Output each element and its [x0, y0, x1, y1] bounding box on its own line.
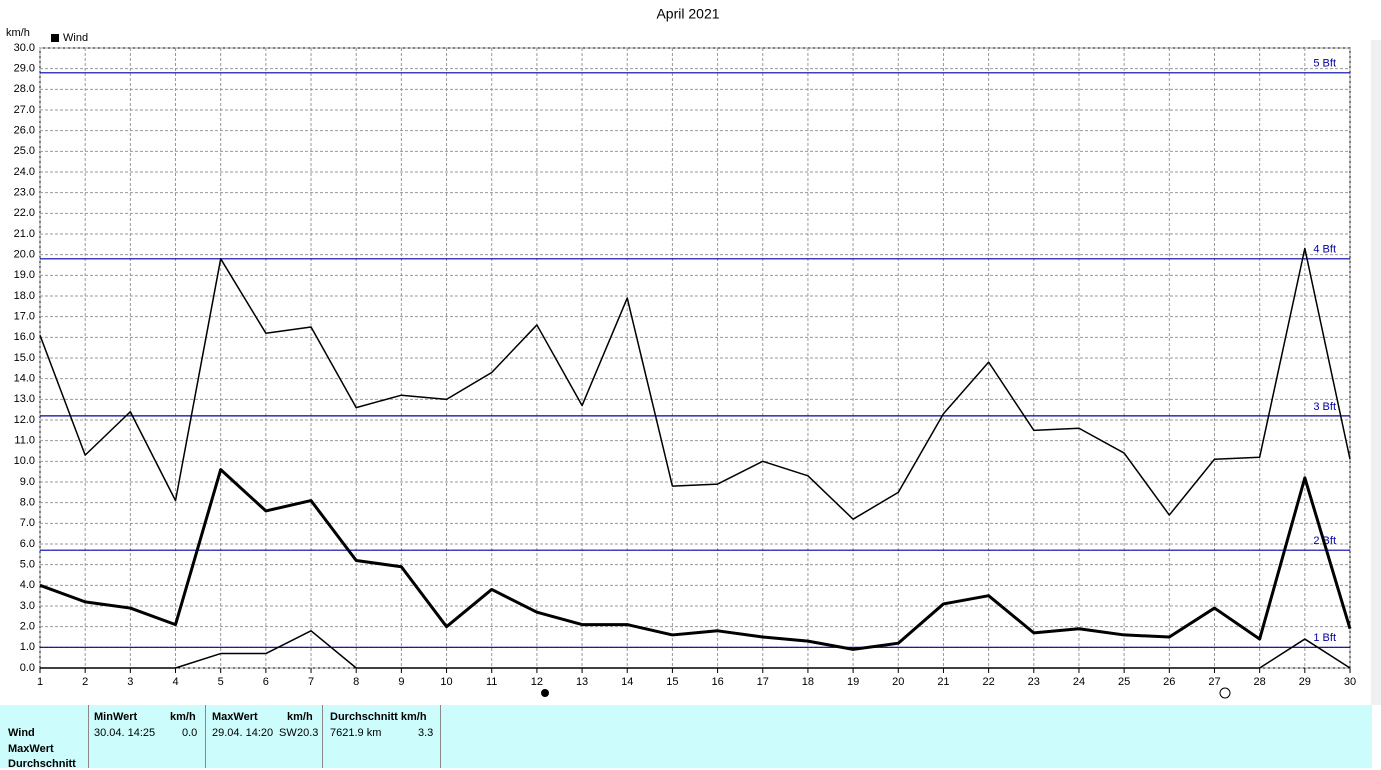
y-tick-label: 15.0: [14, 352, 35, 364]
x-tick-label: 7: [308, 676, 314, 688]
y-tick-label: 30.0: [14, 42, 35, 54]
y-tick-label: 23.0: [14, 187, 35, 199]
x-tick-label: 17: [757, 676, 769, 688]
reference-label: 4 Bft: [1313, 244, 1336, 256]
x-tick-label: 5: [218, 676, 224, 688]
legend-label: Wind: [63, 32, 88, 44]
full-moon-icon: [1219, 687, 1231, 699]
y-tick-label: 3.0: [20, 600, 35, 612]
max-direction: SW: [279, 727, 297, 739]
y-tick-label: 16.0: [14, 331, 35, 343]
x-tick-label: 27: [1208, 676, 1220, 688]
y-tick-label: 19.0: [14, 269, 35, 281]
reference-label: 5 Bft: [1313, 58, 1336, 70]
x-tick-label: 28: [1254, 676, 1266, 688]
max-header: MaxWert: [212, 711, 258, 723]
row-label: Durchschnitt: [8, 758, 76, 770]
x-tick-label: 15: [666, 676, 678, 688]
row-label: Wind: [8, 727, 35, 739]
y-tick-label: 18.0: [14, 290, 35, 302]
y-tick-label: 21.0: [14, 228, 35, 240]
max-value: 20.3: [297, 727, 319, 739]
y-tick-label: 4.0: [20, 579, 35, 591]
x-tick-label: 9: [398, 676, 404, 688]
max-unit: km/h: [287, 711, 313, 723]
x-tick-label: 26: [1163, 676, 1175, 688]
side-panel: [1371, 40, 1381, 705]
y-tick-label: 29.0: [14, 63, 35, 75]
x-tick-label: 23: [1028, 676, 1040, 688]
x-tick-label: 2: [82, 676, 88, 688]
series-line: [39, 247, 1351, 520]
x-tick-label: 12: [531, 676, 543, 688]
reference-label: 1 Bft: [1313, 632, 1336, 644]
y-tick-label: 24.0: [14, 166, 35, 178]
y-tick-label: 26.0: [14, 125, 35, 137]
x-tick-label: 29: [1299, 676, 1311, 688]
chart: April 2021 km/h Wind 0.0 1.0 2.0 3.0 4.0 5.0 6…: [6, 6, 1381, 705]
x-tick-label: 11: [486, 676, 497, 688]
x-tick-label: 13: [576, 676, 588, 688]
x-tick-label: 22: [982, 676, 994, 688]
x-tick-label: 19: [847, 676, 859, 688]
y-tick-label: 20.0: [14, 249, 35, 261]
y-tick-label: 13.0: [14, 393, 35, 405]
y-tick-label: 27.0: [14, 104, 35, 116]
stats-panel: Wind MaxWert Durchschnitt MinWert km/h 3…: [0, 705, 1372, 770]
avg-distance: 7621.9 km: [330, 727, 382, 739]
y-tick-label: 25.0: [14, 145, 35, 157]
separator: [205, 705, 206, 768]
x-tick-label: 14: [621, 676, 633, 688]
y-tick-label: 1.0: [20, 641, 35, 653]
y-tick-label: 7.0: [20, 517, 35, 529]
y-tick-label: 6.0: [20, 538, 35, 550]
x-tick-label: 10: [440, 676, 452, 688]
x-tick-label: 20: [892, 676, 904, 688]
avg-value: 3.3: [418, 727, 434, 739]
y-tick-label: 11.0: [14, 435, 35, 447]
x-tick-label: 6: [263, 676, 269, 688]
x-tick-label: 1: [37, 676, 43, 688]
y-tick-label: 28.0: [14, 83, 35, 95]
y-tick-label: 9.0: [20, 476, 35, 488]
reference-label: 3 Bft: [1313, 401, 1336, 413]
x-tick-label: 18: [802, 676, 814, 688]
y-tick-label: 0.0: [20, 662, 35, 674]
avg-header: Durchschnitt km/h: [330, 711, 427, 723]
y-tick-label: 2.0: [20, 621, 35, 633]
min-time: 30.04. 14:25: [94, 727, 156, 739]
x-tick-label: 3: [127, 676, 133, 688]
y-tick-label: 8.0: [20, 497, 35, 509]
x-tick-label: 24: [1073, 676, 1085, 688]
legend-swatch: [51, 34, 59, 42]
min-unit: km/h: [170, 711, 196, 723]
min-header: MinWert: [94, 711, 138, 723]
x-tick-label: 8: [353, 676, 359, 688]
x-tick-label: 25: [1118, 676, 1130, 688]
x-tick-label: 21: [937, 676, 949, 688]
y-unit: km/h: [6, 27, 30, 39]
x-tick-label: 4: [172, 676, 178, 688]
max-time: 29.04. 14:20: [212, 727, 274, 739]
x-tick-label: 30: [1344, 676, 1356, 688]
series-line: [40, 630, 1351, 669]
x-tick-label: 16: [711, 676, 723, 688]
separator: [88, 705, 89, 768]
y-tick-label: 10.0: [14, 455, 35, 467]
new-moon-icon: [541, 689, 549, 697]
row-label: MaxWert: [8, 743, 54, 755]
separator: [440, 705, 441, 768]
y-tick-label: 17.0: [14, 311, 35, 323]
separator: [322, 705, 323, 768]
series-line: [39, 468, 1352, 651]
chart-title: April 2021: [656, 6, 719, 22]
y-tick-label: 5.0: [20, 559, 35, 571]
y-tick-label: 12.0: [14, 414, 35, 426]
y-tick-label: 22.0: [14, 207, 35, 219]
y-tick-label: 14.0: [14, 373, 35, 385]
min-value: 0.0: [182, 727, 198, 739]
